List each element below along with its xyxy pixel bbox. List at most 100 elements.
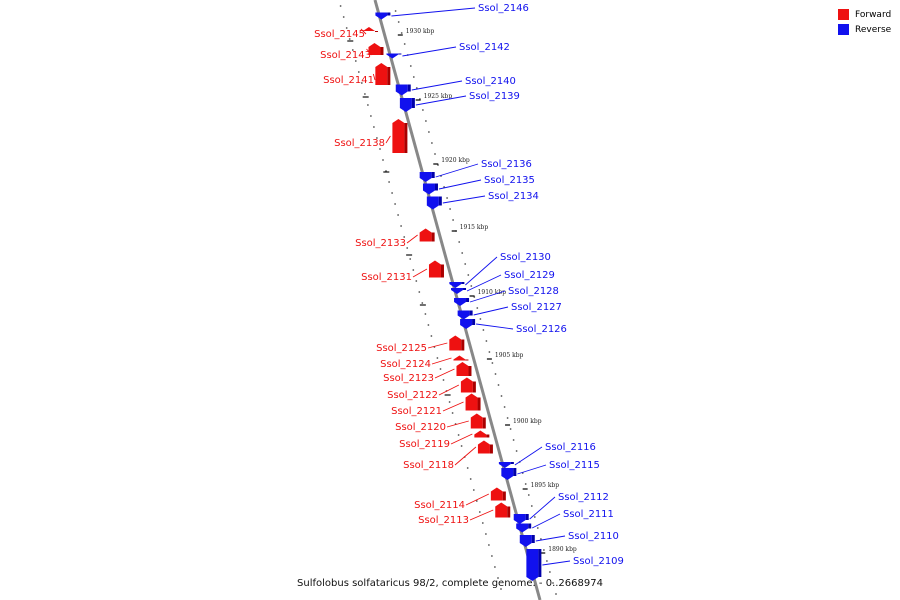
scale-dot	[439, 368, 442, 370]
scale-dot	[503, 406, 506, 408]
gene-body	[470, 413, 483, 429]
scale-dot	[354, 60, 357, 62]
gene-glyph	[519, 535, 535, 547]
label-connector	[412, 268, 428, 278]
gene-glyph	[422, 183, 438, 195]
legend-forward: Forward	[838, 8, 891, 21]
legend-reverse: Reverse	[838, 23, 891, 36]
label-connector	[372, 73, 376, 81]
gene-label: Ssol_2114	[414, 500, 465, 511]
gene-shade	[387, 67, 391, 85]
label-connector	[442, 401, 464, 412]
gene-body	[392, 119, 405, 153]
scale-dot	[442, 379, 445, 381]
legend: Forward Reverse	[838, 8, 891, 38]
gene-body	[368, 43, 381, 55]
gene-label: Ssol_2143	[320, 50, 371, 61]
gene-body	[428, 260, 441, 278]
label-connector	[531, 513, 561, 529]
scale-dot	[467, 274, 470, 276]
gene-body	[449, 335, 462, 351]
gene-glyph	[470, 413, 486, 429]
gene-glyph	[490, 487, 506, 501]
gene-shade	[465, 359, 469, 361]
tick-label: 1925 kbp	[424, 93, 453, 100]
legend-forward-label: Forward	[855, 9, 892, 20]
gene-glyph	[449, 282, 465, 288]
scale-dot	[555, 593, 557, 595]
scale-dot	[376, 137, 378, 139]
scale-dot	[430, 335, 433, 337]
gene-shade	[538, 549, 542, 577]
gene-shade	[440, 264, 444, 278]
label-connector	[438, 179, 482, 190]
scale-dot	[452, 219, 454, 221]
gene-label: Ssol_2115	[549, 460, 600, 471]
genome-caption: Sulfolobus solfataricus 98/2, complete g…	[0, 578, 900, 589]
scale-dot	[427, 324, 430, 326]
gene-shade	[510, 462, 514, 464]
scale-dot	[388, 181, 390, 183]
gene-glyph	[501, 468, 517, 480]
gene-glyph	[477, 440, 493, 454]
scale-dot	[457, 434, 460, 436]
label-connector	[469, 290, 506, 303]
gene-shade	[472, 319, 476, 325]
scale-dot	[400, 225, 402, 227]
scale-dot	[446, 197, 448, 199]
gene-body	[451, 288, 464, 294]
scale-dot	[482, 329, 485, 331]
scale-dot	[458, 241, 461, 243]
scale-dot	[475, 500, 478, 502]
gene-label: Ssol_2138	[334, 138, 385, 149]
scale-dot	[339, 5, 342, 7]
scale-dot	[403, 236, 406, 238]
gene-labels: Ssol_2146 Ssol_2145 Ssol_2143 Ssol_2142 Ssol…	[314, 3, 624, 567]
gene-glyph	[513, 514, 529, 524]
gene-glyph	[453, 355, 469, 361]
scale-dot	[379, 148, 381, 150]
gene-shade	[513, 468, 517, 476]
scale-dot	[412, 269, 415, 271]
gene-shade	[469, 310, 473, 316]
gene-glyph	[399, 98, 415, 112]
scale-dot	[357, 71, 360, 73]
gene-glyph	[516, 523, 532, 533]
gene-body	[460, 377, 473, 393]
scale-dot	[367, 104, 369, 106]
tick-label: 1900 kbp	[513, 418, 542, 425]
gene-glyph	[395, 84, 411, 96]
gene-body	[395, 84, 408, 96]
gene-glyph	[386, 53, 402, 59]
gene-shade	[404, 123, 408, 153]
tick-label: 1895 kbp	[531, 482, 560, 489]
gene-glyphs	[362, 12, 542, 581]
gene-shade	[438, 196, 442, 206]
gene-glyph	[498, 462, 514, 468]
scale-dot	[472, 489, 475, 491]
gene-shade	[434, 183, 438, 191]
scale-dot	[425, 120, 427, 122]
gene-glyph	[456, 362, 472, 376]
gene-shade	[477, 397, 481, 411]
gene-shade	[502, 491, 506, 501]
gene-label: Ssol_2121	[391, 406, 442, 417]
scale-ticks: 1930 kbp 1925 kbp 1920 kbp 1915 kbp 1910 kbp…	[397, 28, 577, 554]
scale-dot	[403, 43, 406, 45]
gene-glyph	[460, 319, 476, 329]
gene-glyph	[465, 393, 481, 411]
label-connector	[431, 357, 452, 365]
gene-shade	[468, 366, 472, 376]
gene-glyph	[451, 288, 467, 294]
scale-dot	[540, 538, 542, 540]
gene-label: Ssol_2111	[563, 509, 614, 520]
scale-dot	[497, 577, 499, 579]
gene-label: Ssol_2133	[355, 238, 406, 249]
gene-label: Ssol_2141	[323, 75, 374, 86]
scale-dot	[428, 131, 430, 133]
gene-glyph	[449, 335, 465, 351]
scale-dot	[476, 307, 479, 309]
scale-dot	[397, 214, 399, 216]
gene-glyph	[457, 310, 473, 320]
